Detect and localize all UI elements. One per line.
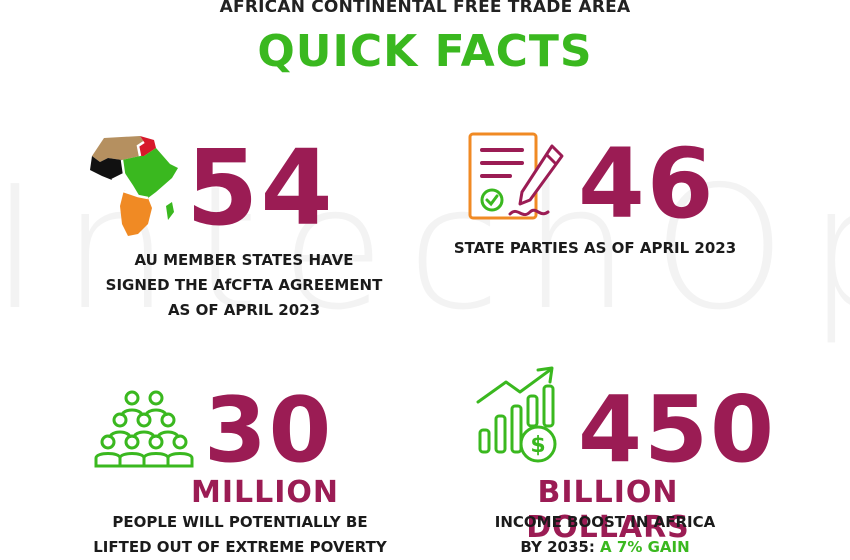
africa-west-region	[90, 156, 124, 180]
fact-46-number: 46	[578, 128, 716, 240]
pen-icon	[518, 144, 564, 206]
africa-south-region	[120, 190, 152, 236]
signed-document-icon	[468, 132, 564, 220]
person-row-front	[94, 434, 194, 468]
fact-54-number: 54	[186, 127, 335, 249]
person-row-middle	[108, 412, 180, 439]
check-mark	[485, 194, 499, 207]
chart-bar	[510, 404, 523, 454]
chart-bar	[526, 394, 539, 428]
fact-54-line-3: AS OF APRIL 2023	[167, 301, 321, 319]
growth-arrow-head	[536, 366, 554, 384]
chart-bar	[478, 428, 491, 454]
fact-54-line-2: SIGNED THE AfCFTA AGREEMENT	[105, 276, 383, 294]
fact-450-unit: BILLION DOLLARS	[526, 475, 690, 545]
people-crowd-icon	[94, 390, 194, 468]
fact-450-line-1: INCOME BOOST IN AFRICA	[494, 513, 716, 531]
chart-bar	[494, 414, 507, 454]
growth-chart-dollar-icon: $	[476, 366, 557, 463]
dollar-coin	[519, 425, 557, 463]
fact-450-number: 450	[578, 376, 777, 483]
growth-arrow	[476, 368, 552, 404]
check-circle	[480, 188, 504, 212]
fact-30-line-2: LIFTED OUT OF EXTREME POVERTY	[93, 538, 387, 556]
madagascar-island	[166, 202, 174, 220]
fact-46-description: STATE PARTIES AS OF APRIL 2023	[453, 239, 737, 257]
fact-30-unit: MILLION	[190, 475, 340, 510]
fact-54-description: AU MEMBER STATES HAVE SIGNED THE AfCFTA …	[74, 248, 414, 323]
africa-north-region	[92, 136, 144, 162]
fact-30-line-1: PEOPLE WILL POTENTIALLY BE	[112, 513, 368, 531]
fact-30-number: 30	[204, 378, 334, 483]
page-title: QUICK FACTS	[257, 26, 593, 77]
person-row-back	[120, 390, 168, 417]
chart-bar	[542, 384, 555, 428]
fact-54-line-1: AU MEMBER STATES HAVE	[134, 251, 354, 269]
signature-squiggle	[508, 208, 550, 217]
africa-map-icon	[90, 136, 178, 236]
fact-30-description: PEOPLE WILL POTENTIALLY BE LIFTED OUT OF…	[70, 510, 410, 560]
fact-450-line-2: BY 2035: A 7% GAIN	[440, 535, 770, 560]
africa-central-region	[122, 148, 178, 198]
fact-450-description: INCOME BOOST IN AFRICA BY 2035: A 7% GAI…	[440, 510, 770, 560]
gain-highlight: A 7% GAIN	[600, 538, 690, 556]
fact-450-line-2-prefix: BY 2035:	[520, 538, 601, 556]
header-subtitle: AFRICAN CONTINENTAL FREE TRADE AREA	[219, 0, 631, 17]
dollar-sign: $	[530, 433, 545, 458]
